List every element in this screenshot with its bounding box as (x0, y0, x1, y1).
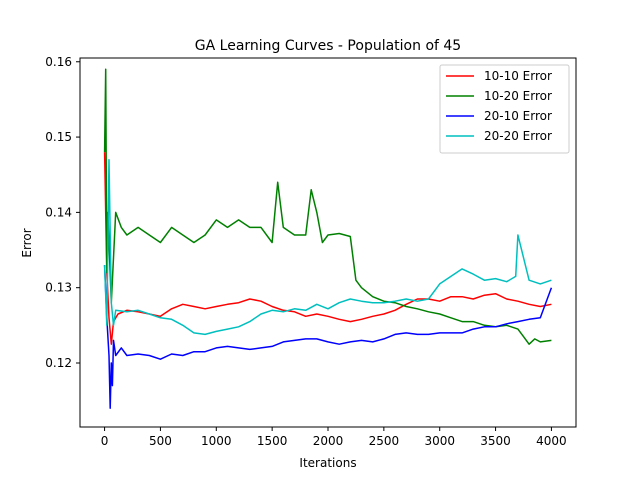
x-tick-label: 1000 (201, 434, 232, 448)
y-tick-label: 0.12 (45, 356, 72, 370)
x-tick-label: 2500 (369, 434, 400, 448)
x-axis-label: Iterations (299, 456, 356, 470)
y-tick-label: 0.13 (45, 281, 72, 295)
legend-label: 10-10 Error (484, 69, 552, 83)
x-tick-label: 3500 (480, 434, 511, 448)
x-tick-label: 0 (101, 434, 109, 448)
plot-area (103, 68, 553, 409)
x-tick-label: 2000 (313, 434, 344, 448)
legend: 10-10 Error 10-20 Error 20-10 Error 20-20 E… (439, 64, 570, 154)
x-axis: 0 500 1000 1500 2000 2500 3000 3500 4000 (101, 427, 567, 448)
legend-box (439, 64, 570, 154)
y-tick-label: 0.16 (45, 55, 72, 69)
chart-title: GA Learning Curves - Population of 45 (195, 38, 461, 54)
x-tick-label: 1500 (257, 434, 288, 448)
y-axis: 0.12 0.13 0.14 0.15 0.16 (45, 55, 80, 370)
x-tick-label: 500 (149, 434, 172, 448)
legend-label: 20-10 Error (484, 109, 552, 123)
x-tick-label: 3000 (424, 434, 455, 448)
legend-label: 10-20 Error (484, 89, 552, 103)
legend-label: 20-20 Error (484, 129, 552, 143)
y-tick-label: 0.15 (45, 130, 72, 144)
series-line-3 (103, 265, 553, 409)
x-tick-label: 4000 (536, 434, 567, 448)
series-line-2 (103, 68, 552, 345)
y-tick-label: 0.14 (45, 205, 72, 219)
series-line-1 (103, 152, 552, 345)
series-line-4 (103, 158, 552, 336)
y-axis-label: Error (20, 228, 34, 257)
